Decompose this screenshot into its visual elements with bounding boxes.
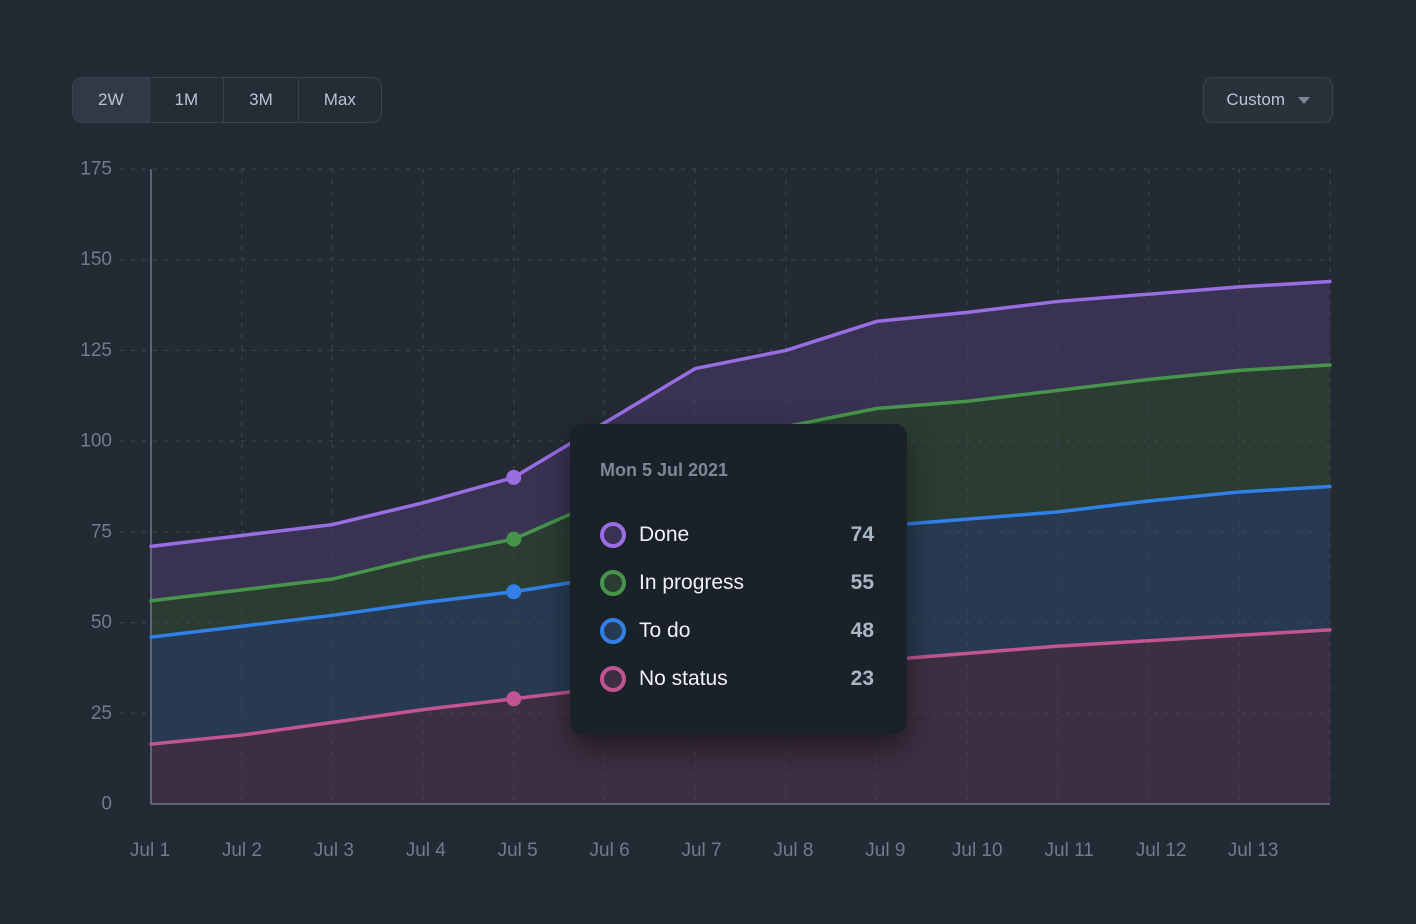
axes: [150, 169, 1330, 805]
y-tick-label: 50: [91, 612, 112, 633]
tooltip-series-label: In progress: [639, 571, 745, 594]
tooltip-row: No status 23: [600, 655, 874, 703]
tooltip-series-label: To do: [639, 619, 691, 642]
tooltip-series-value: 74: [850, 523, 874, 546]
y-tick-label: 100: [80, 431, 112, 452]
tooltip-series-value: 48: [850, 619, 874, 642]
range-max[interactable]: Max: [297, 78, 381, 122]
series-swatch-icon: [600, 666, 626, 692]
tooltip-row: Done 74: [600, 511, 874, 559]
y-tick-label: 75: [91, 521, 112, 542]
highlight-dot-to-do: [506, 584, 522, 600]
custom-range-label: Custom: [1226, 90, 1285, 109]
highlight-dot-done: [506, 469, 522, 485]
x-tick-label: Jul 3: [314, 840, 354, 861]
y-tick-label: 0: [101, 794, 112, 815]
x-tick-label: Jul 13: [1228, 840, 1279, 861]
y-tick-label: 125: [80, 340, 112, 361]
range-2w[interactable]: 2W: [73, 78, 149, 122]
x-tick-label: Jul 12: [1136, 840, 1187, 861]
y-tick-label: 175: [80, 159, 112, 180]
chevron-down-icon: [1298, 96, 1310, 104]
highlight-dots: [506, 469, 522, 707]
x-tick-label: Jul 9: [865, 840, 905, 861]
series-swatch-icon: [600, 522, 626, 548]
tooltip-date: Mon 5 Jul 2021: [600, 460, 729, 480]
y-tick-label: 25: [91, 703, 112, 724]
highlight-dot-no-status: [506, 691, 522, 707]
chart-tooltip: Mon 5 Jul 2021 Done 74 In progress 55 To do 4…: [570, 424, 907, 734]
tooltip-series-label: Done: [639, 523, 690, 546]
range-selector: 2W 1M 3M Max: [72, 77, 382, 123]
custom-range-button[interactable]: Custom: [1203, 77, 1333, 123]
range-3m[interactable]: 3M: [223, 78, 298, 122]
x-tick-label: Jul 7: [681, 840, 721, 861]
y-tick-label: 150: [80, 249, 112, 270]
tooltip-series-value: 23: [850, 667, 874, 690]
x-tick-label: Jul 11: [1045, 840, 1094, 861]
x-tick-label: Jul 8: [773, 840, 813, 861]
x-tick-label: Jul 2: [222, 840, 262, 861]
series-swatch-icon: [600, 618, 626, 644]
x-tick-label: Jul 1: [130, 840, 170, 861]
tooltip-series-value: 55: [850, 571, 874, 594]
tooltip-row: In progress 55: [600, 559, 874, 607]
series-swatch-icon: [600, 570, 626, 596]
series-line-done: [149, 279, 1332, 549]
x-tick-label: Jul 5: [498, 840, 538, 861]
highlight-dot-in-progress: [506, 531, 522, 547]
x-tick-label: Jul 6: [590, 840, 630, 861]
tooltip-rows: Done 74 In progress 55 To do 48 No status 23: [600, 511, 874, 703]
tooltip-row: To do 48: [600, 607, 874, 655]
tooltip-series-label: No status: [639, 667, 728, 690]
range-1m[interactable]: 1M: [148, 78, 224, 122]
x-tick-label: Jul 4: [406, 840, 447, 861]
x-tick-label: Jul 10: [952, 840, 1003, 861]
